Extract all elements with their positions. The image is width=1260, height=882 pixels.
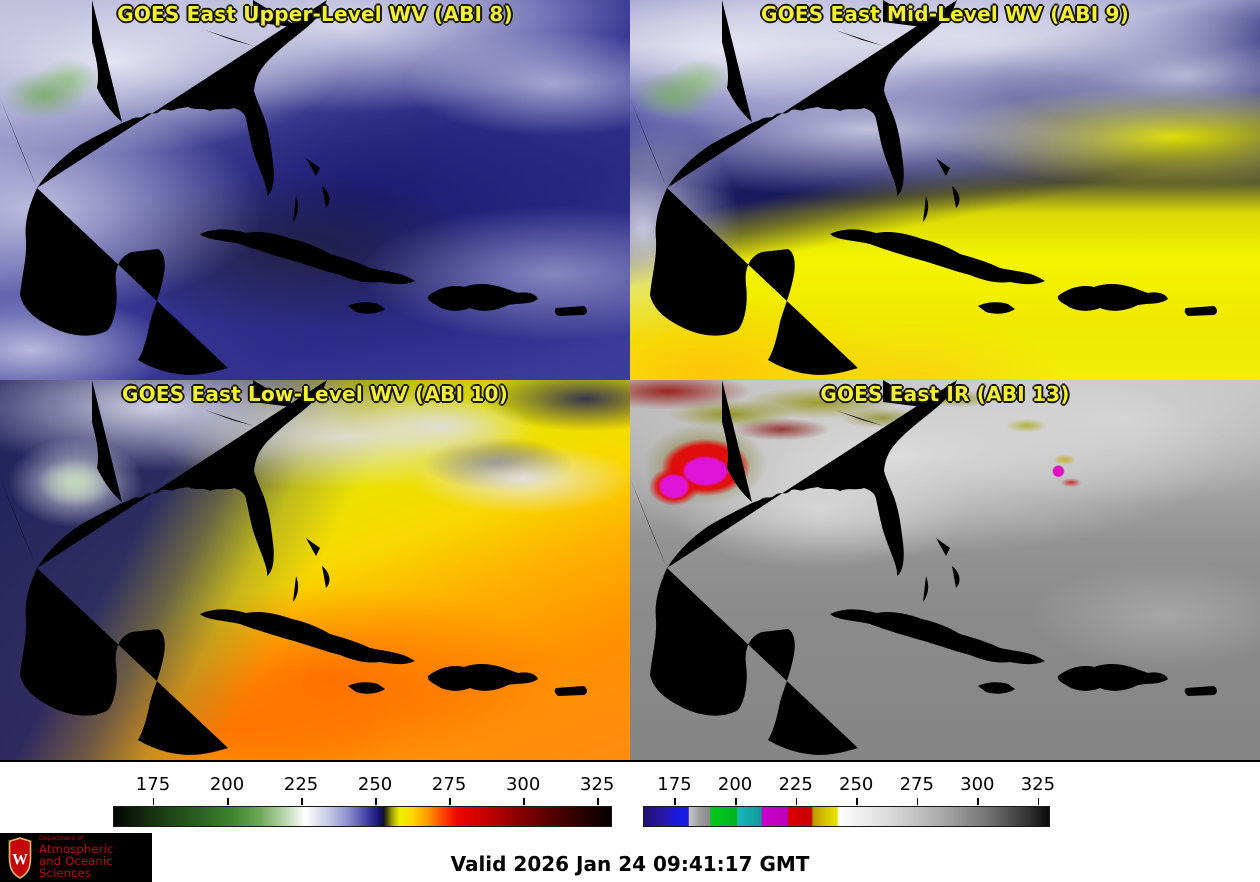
panel-title: GOES East IR (ABI 13): [820, 382, 1070, 406]
colorbar-tick-label: 200: [717, 774, 753, 795]
colorbar-tick-label: 300: [505, 774, 541, 795]
colorbar-tick-mark: [977, 798, 979, 805]
colorbar-tick-label: 225: [778, 774, 813, 795]
colorbar-tick-mark: [1037, 798, 1040, 805]
colorbar-tick-mark: [795, 798, 798, 805]
wv-colorbar-labels: 175 200 225 250 275 300 325: [113, 774, 615, 798]
colorbar-tick-mark: [674, 798, 676, 805]
logo-line-3: and Oceanic Sciences: [39, 853, 113, 880]
svg-text:W: W: [12, 851, 28, 868]
colorbar-tick-label: 175: [135, 774, 171, 795]
map-overlay: [630, 0, 1260, 380]
logo-line-2: Atmospheric: [39, 841, 114, 856]
panel-upper-level-wv: GOES East Upper-Level WV (ABI 8): [0, 0, 630, 380]
colorbar-tick-label: 225: [283, 774, 319, 795]
ir-colorbar-ticks: [643, 798, 1050, 806]
valid-timestamp: Valid 2026 Jan 24 09:41:17 GMT: [450, 852, 810, 876]
panel-title: GOES East Low-Level WV (ABI 10): [122, 382, 508, 406]
ir-colorbar-gradient: [643, 806, 1050, 827]
logo-line-1: Department of: [39, 835, 83, 843]
wv-colorbar-ticks: [113, 798, 612, 806]
map-overlay: [0, 0, 630, 380]
colorbar-tick-label: 300: [960, 774, 995, 795]
map-overlay: [630, 380, 1260, 760]
colorbar-tick-mark: [227, 798, 229, 805]
colorbar-tick-mark: [449, 798, 451, 805]
colorbar-tick-mark: [735, 798, 737, 805]
panel-low-level-wv: GOES East Low-Level WV (ABI 10): [0, 380, 630, 760]
colorbar-tick-mark: [301, 798, 303, 805]
colorbar-tick-label: 250: [357, 774, 393, 795]
colorbar-tick-label: 275: [431, 774, 467, 795]
logo-text: Department of Atmospheric and Oceanic Sc…: [39, 835, 152, 880]
colorbar-tick-label: 250: [839, 774, 874, 795]
panel-title: GOES East Upper-Level WV (ABI 8): [117, 2, 513, 26]
panel-mid-level-wv: GOES East Mid-Level WV (ABI 9): [630, 0, 1260, 380]
ir-colorbar: 175 200 225 250 275 300 325: [643, 774, 1055, 837]
wv-colorbar: 175 200 225 250 275 300 325: [113, 774, 615, 837]
footer-strip: 175 200 225 250 275 300 325 175 200 225 250 275 300…: [0, 762, 1260, 882]
uw-aos-logo: W Department of Atmospheric and Oceanic …: [0, 833, 152, 882]
panel-title: GOES East Mid-Level WV (ABI 9): [761, 2, 1129, 26]
colorbar-tick-mark: [523, 798, 525, 805]
colorbar-tick-label: 325: [1020, 774, 1056, 795]
colorbar-tick-mark: [916, 798, 919, 805]
colorbar-tick-mark: [856, 798, 858, 805]
panel-ir: GOES East IR (ABI 13): [630, 380, 1260, 760]
panel-grid: GOES East Upper-Level WV (ABI 8) GOES Ea…: [0, 0, 1260, 762]
wv-colorbar-gradient: [113, 806, 612, 827]
colorbar-tick-mark: [152, 798, 155, 805]
map-overlay: [0, 380, 630, 760]
colorbar-tick-mark: [375, 798, 377, 805]
colorbar-tick-mark: [597, 798, 599, 805]
colorbar-tick-label: 325: [580, 774, 615, 795]
colorbar-tick-label: 175: [657, 774, 692, 795]
ir-colorbar-labels: 175 200 225 250 275 300 325: [643, 774, 1055, 798]
colorbar-tick-label: 275: [899, 774, 934, 795]
colorbar-tick-label: 200: [209, 774, 245, 795]
uw-crest-icon: W: [8, 836, 32, 879]
